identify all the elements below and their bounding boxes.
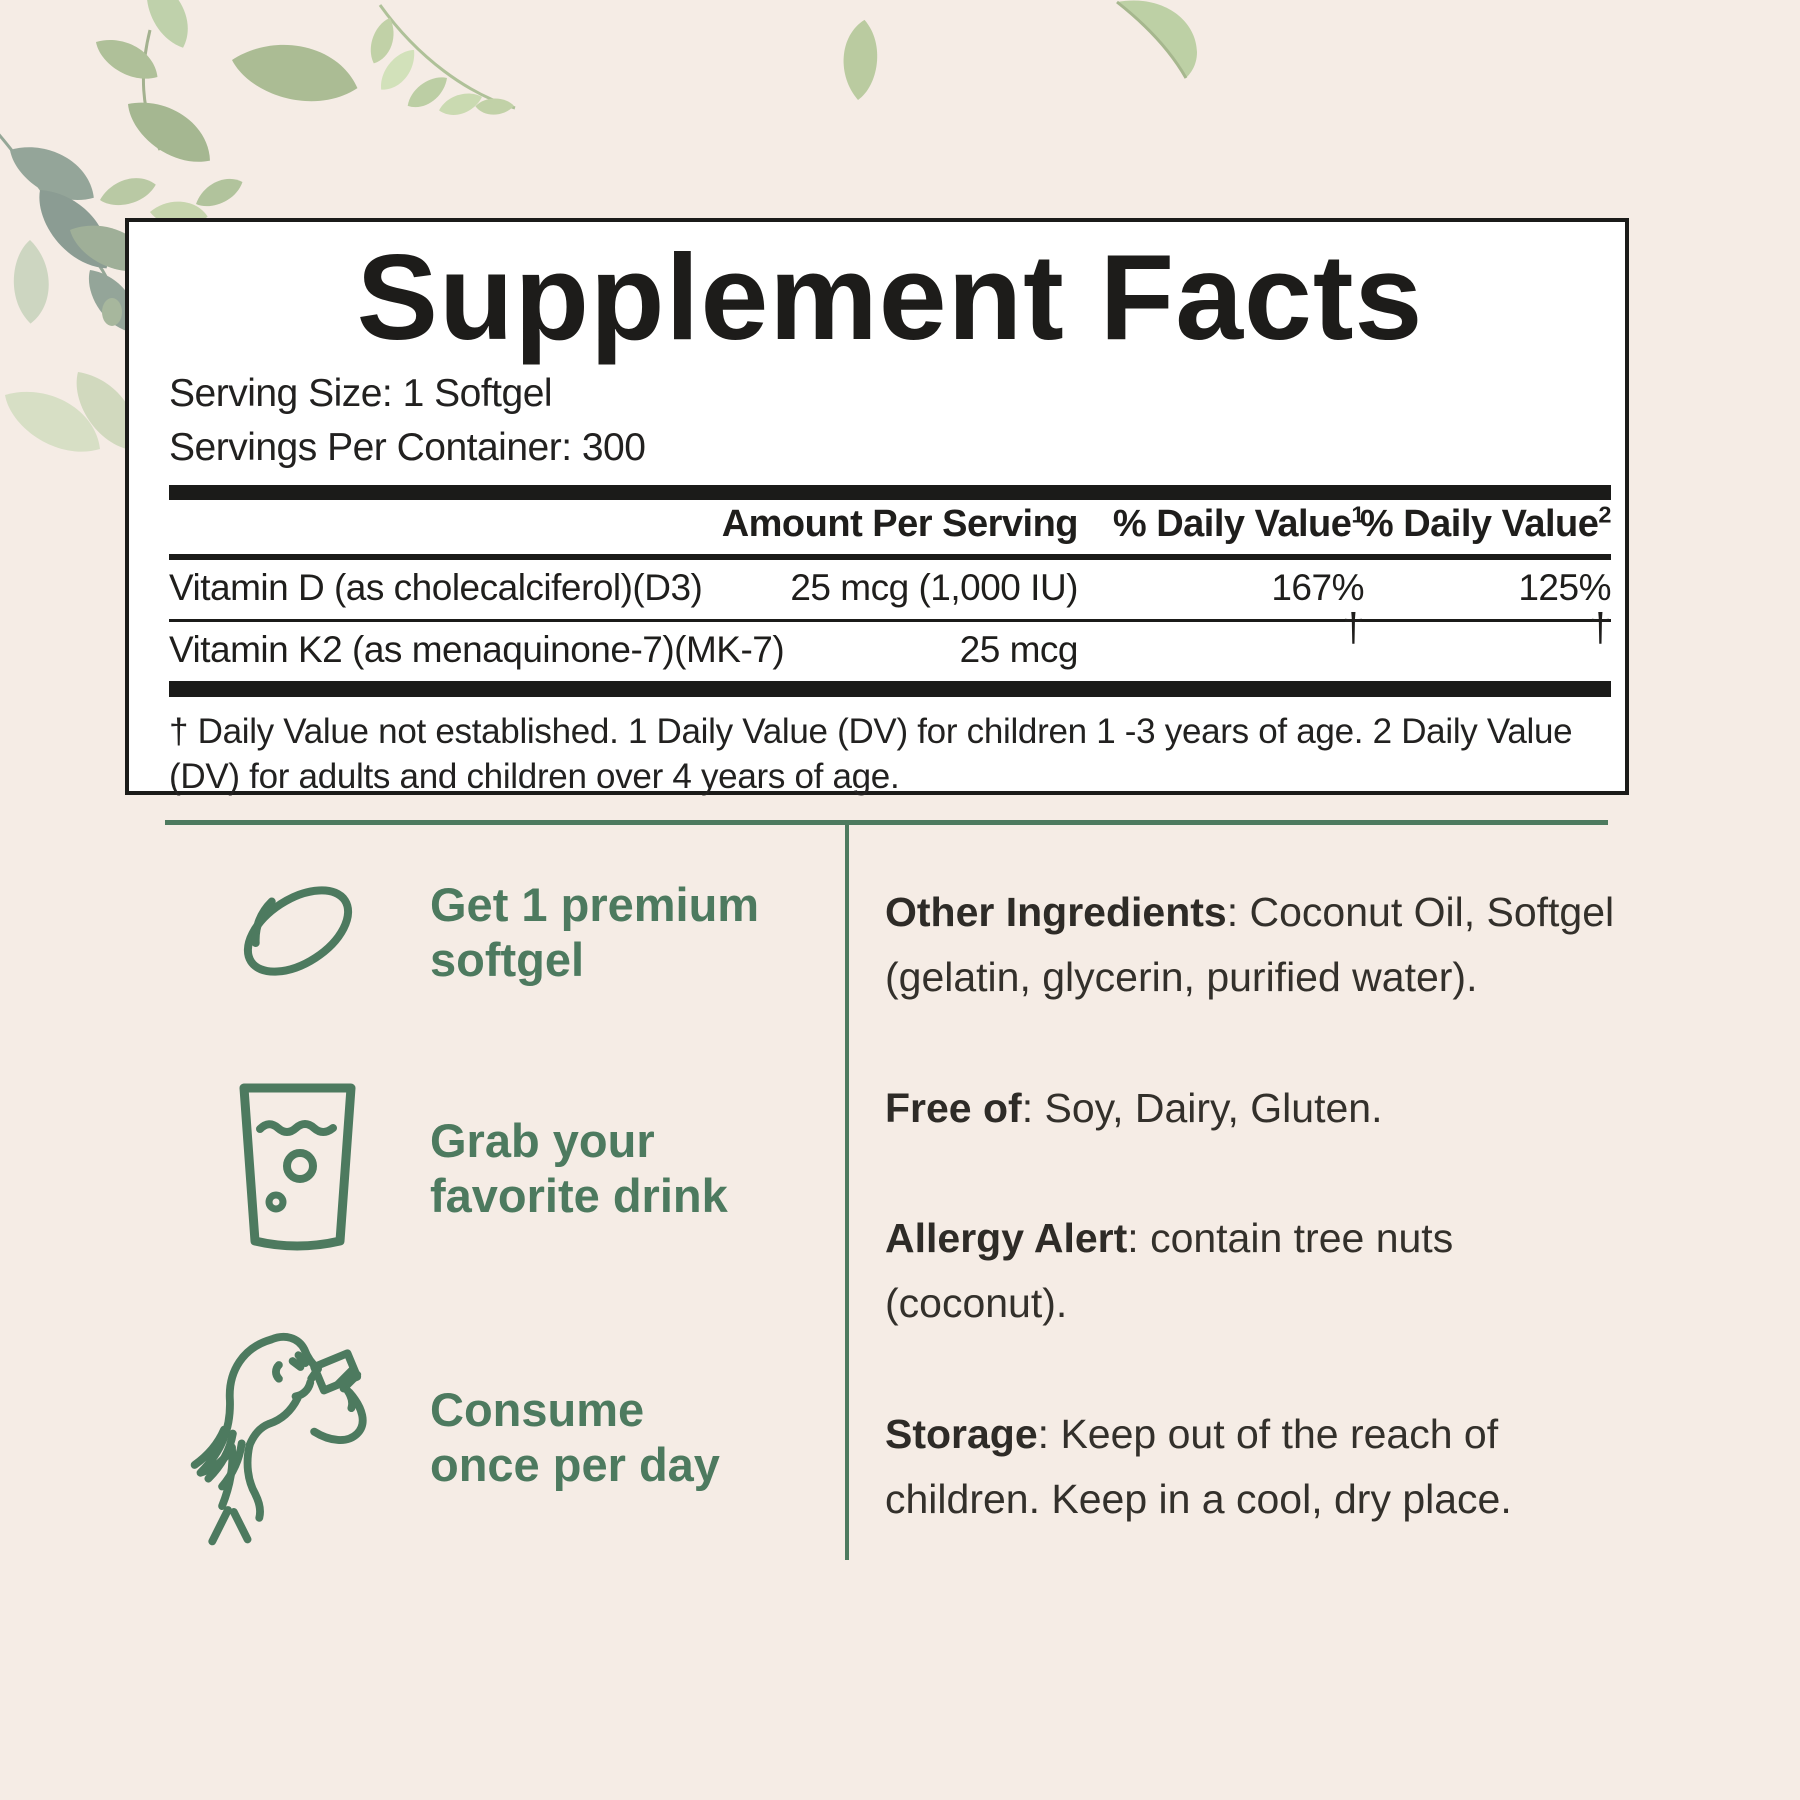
detail-allergy-alert: Allergy Alert: contain tree nuts (coconu… (885, 1215, 1454, 1327)
product-details: Other Ingredients: Coconut Oil, Softgel … (885, 880, 1633, 1597)
supplement-facts-panel: Supplement Facts Serving Size: 1 Softgel… (125, 218, 1629, 796)
header-daily-value-2: % Daily Value2 (1359, 501, 1612, 545)
divider-bar-thick (169, 681, 1611, 697)
nutrient-name: Vitamin D (as cholecalciferol)(D3) (169, 567, 703, 608)
divider-rule (169, 554, 1611, 560)
vertical-divider (845, 822, 849, 1560)
person-drinking-icon (190, 1333, 367, 1546)
detail-storage: Storage: Keep out of the reach of childr… (885, 1410, 1512, 1522)
usage-step-consume: Consume once per day (165, 1318, 830, 1558)
nutrient-dv2: 125% (1518, 567, 1611, 608)
table-row-vitamin-k2: Vitamin K2 (as menaquinone-7)(MK-7) 25 m… (169, 606, 1611, 681)
step-label: Get 1 premium softgel (430, 878, 760, 986)
nutrient-dv1: 167% (1271, 567, 1364, 608)
servings-per-container: Servings Per Container: 300 (169, 426, 646, 469)
step-label: Grab your favorite drink (430, 1114, 728, 1222)
serving-size: Serving Size: 1 Softgel (169, 372, 553, 415)
nutrient-dv2: † (1589, 606, 1611, 650)
header-amount-per-serving: Amount Per Serving (721, 503, 1079, 545)
divider-thin (169, 619, 1611, 622)
facts-table-header: Amount Per Serving % Daily Value1 % Dail… (169, 500, 1612, 554)
nutrient-amount: 25 mcg (959, 629, 1079, 670)
horizontal-divider (165, 820, 1608, 825)
softgel-icon (243, 886, 352, 976)
table-row-vitamin-d: Vitamin D (as cholecalciferol)(D3) 25 mc… (169, 560, 1611, 619)
step-label: Consume once per day (430, 1383, 720, 1491)
usage-step-drink: Grab your favorite drink (165, 1078, 830, 1260)
panel-title: Supplement Facts (356, 229, 1424, 365)
daily-value-footnote: † Daily Value not established. 1 Daily V… (169, 712, 1573, 796)
usage-steps: Get 1 premium softgel Grab your favorite… (165, 868, 830, 1558)
divider-bar-thick (169, 485, 1611, 500)
detail-free-of: Free of: Soy, Dairy, Gluten. (885, 1084, 1383, 1131)
nutrient-dv1: † (1342, 606, 1364, 650)
detail-other-ingredients: Other Ingredients: Coconut Oil, Softgel … (885, 889, 1615, 1000)
glass-icon (239, 1083, 355, 1251)
nutrient-amount: 25 mcg (1,000 IU) (790, 567, 1078, 608)
nutrient-name: Vitamin K2 (as menaquinone-7)(MK-7) (169, 629, 785, 670)
header-daily-value-1: % Daily Value1 (1112, 501, 1365, 545)
usage-step-softgel: Get 1 premium softgel (165, 868, 830, 998)
